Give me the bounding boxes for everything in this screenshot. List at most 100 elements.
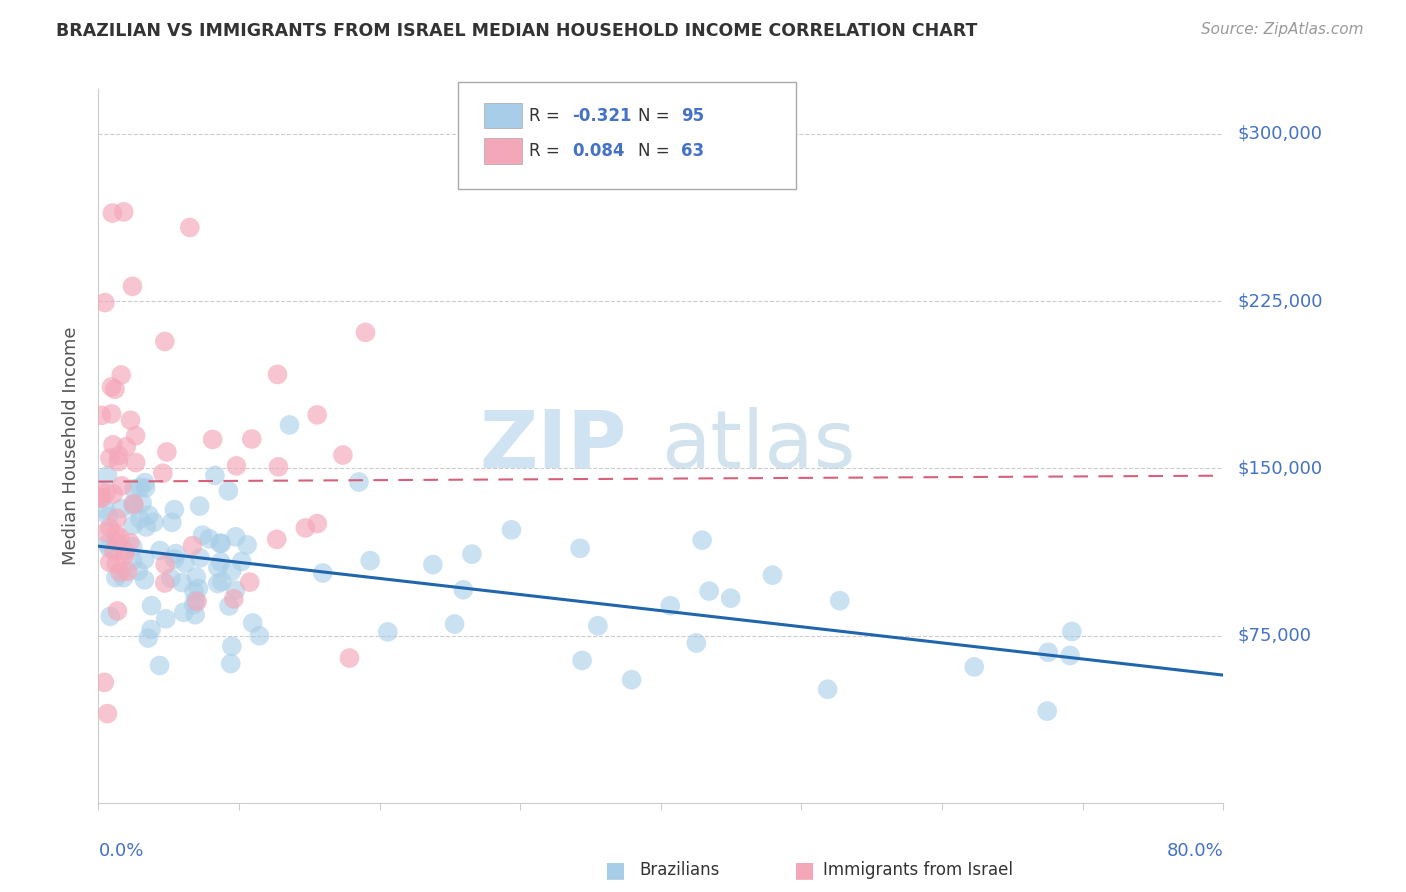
Point — [165, 547, 187, 561]
Point — [153, 558, 176, 572]
Point — [963, 660, 986, 674]
Point — [121, 279, 143, 293]
Text: ■: ■ — [605, 860, 626, 880]
Point — [1059, 648, 1081, 663]
Point — [97, 537, 120, 551]
Point — [159, 571, 181, 585]
Point — [98, 451, 121, 466]
Point — [163, 502, 186, 516]
Point — [163, 552, 186, 566]
Point — [100, 407, 122, 421]
Point — [332, 448, 354, 462]
Point — [108, 531, 131, 545]
Point — [96, 486, 118, 500]
Point — [122, 500, 145, 514]
FancyBboxPatch shape — [484, 103, 523, 128]
Point — [94, 525, 117, 540]
Point — [104, 571, 127, 585]
Text: $75,000: $75,000 — [1237, 626, 1312, 645]
Text: 0.084: 0.084 — [572, 143, 624, 161]
Point — [225, 530, 247, 544]
Point — [204, 468, 226, 483]
Text: Brazilians: Brazilians — [640, 861, 720, 879]
Point — [247, 629, 270, 643]
Point — [217, 483, 239, 498]
Point — [90, 485, 112, 500]
Point — [307, 516, 329, 531]
Point — [105, 511, 128, 525]
Point — [569, 541, 592, 556]
Point — [120, 413, 142, 427]
Point — [112, 571, 135, 585]
Point — [148, 658, 170, 673]
Point — [186, 570, 208, 584]
Point — [156, 445, 179, 459]
Point — [659, 599, 682, 613]
Point — [685, 636, 707, 650]
Point — [294, 521, 316, 535]
Point — [98, 555, 121, 569]
Point — [107, 454, 129, 468]
Point — [93, 675, 115, 690]
FancyBboxPatch shape — [484, 138, 523, 164]
Point — [97, 509, 120, 524]
Point — [136, 631, 159, 645]
Point — [183, 584, 205, 599]
Text: 95: 95 — [681, 107, 704, 125]
Point — [110, 501, 132, 516]
Point — [142, 515, 165, 529]
Text: ■: ■ — [794, 860, 815, 880]
Point — [114, 543, 136, 558]
Point — [828, 593, 851, 607]
Point — [201, 433, 224, 447]
Point — [1060, 624, 1083, 639]
Point — [761, 568, 783, 582]
Point — [218, 599, 240, 613]
Text: $300,000: $300,000 — [1237, 125, 1322, 143]
Point — [125, 456, 148, 470]
Point — [90, 409, 112, 423]
Point — [240, 432, 263, 446]
Point — [173, 605, 195, 619]
Point — [152, 466, 174, 480]
Point — [221, 639, 243, 653]
Text: BRAZILIAN VS IMMIGRANTS FROM ISRAEL MEDIAN HOUSEHOLD INCOME CORRELATION CHART: BRAZILIAN VS IMMIGRANTS FROM ISRAEL MEDI… — [56, 22, 977, 40]
Text: $150,000: $150,000 — [1237, 459, 1322, 477]
Point — [222, 591, 245, 606]
Point — [312, 566, 335, 580]
Point — [105, 557, 128, 571]
Point — [122, 497, 145, 511]
Point — [183, 598, 205, 612]
Point — [111, 479, 134, 493]
Point — [127, 564, 149, 578]
Point — [108, 565, 131, 579]
Point — [571, 653, 593, 667]
Point — [690, 533, 713, 548]
Point — [114, 548, 136, 562]
Point — [377, 624, 399, 639]
Point — [181, 539, 204, 553]
Point — [207, 560, 229, 574]
Point — [461, 547, 484, 561]
Point — [149, 543, 172, 558]
Point — [211, 574, 233, 589]
Text: 80.0%: 80.0% — [1167, 842, 1223, 860]
Point — [307, 408, 329, 422]
Text: ZIP: ZIP — [479, 407, 627, 485]
Point — [121, 497, 143, 511]
Point — [121, 554, 143, 568]
Point — [134, 573, 156, 587]
Point — [153, 576, 176, 591]
Point — [108, 449, 131, 463]
Point — [209, 536, 232, 550]
Point — [160, 516, 183, 530]
Point — [122, 482, 145, 496]
Point — [101, 438, 124, 452]
Point — [231, 554, 253, 568]
Point — [242, 615, 264, 630]
Point — [110, 368, 132, 382]
Text: -0.321: -0.321 — [572, 107, 631, 125]
Point — [96, 468, 118, 483]
Point — [94, 295, 117, 310]
FancyBboxPatch shape — [458, 82, 796, 189]
